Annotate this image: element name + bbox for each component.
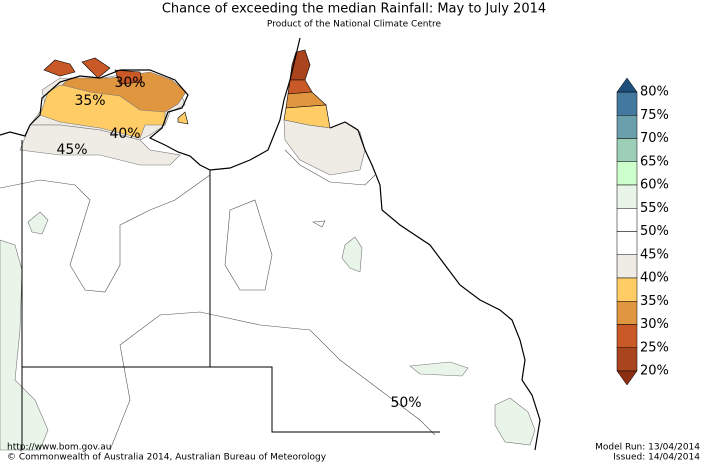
footer-model-run: Model Run: 13/04/2014 <box>595 443 700 453</box>
footer-copyright: © Commonwealth of Australia 2014, Austra… <box>7 453 327 463</box>
colorbar-swatch <box>616 115 638 139</box>
colorbar-label: 35% <box>640 294 669 309</box>
region-30 <box>61 71 187 113</box>
region-55 <box>0 239 49 451</box>
colorbar-arrow-top <box>616 77 638 93</box>
colorbar-label: 55% <box>640 201 669 216</box>
map <box>0 37 541 451</box>
colorbar-swatch <box>616 91 638 116</box>
footer-url: http://www.bom.gov.au <box>7 443 111 453</box>
map-labels: 30% 35% 40% 45% 50% <box>56 75 421 411</box>
region-25 <box>287 79 313 95</box>
colorbar-label: 75% <box>640 108 669 123</box>
colorbar-swatch <box>616 347 638 372</box>
colorbar-label: 50% <box>640 224 669 239</box>
colorbar-swatch <box>616 208 638 232</box>
isoline <box>224 199 273 291</box>
colorbar-swatch <box>616 231 638 255</box>
footer-issued: Issued: 14/04/2014 <box>613 453 700 463</box>
region-55 <box>341 236 363 273</box>
contour-label: 30% <box>114 75 145 91</box>
contour-label: 50% <box>390 395 421 411</box>
colorbar-swatch <box>616 138 638 162</box>
state-border <box>21 140 440 450</box>
colorbar-label: 65% <box>640 154 669 169</box>
subtitle: Product of the National Climate Centre <box>267 20 442 30</box>
colorbar-swatch <box>616 184 638 209</box>
coastline <box>0 37 541 451</box>
isoline <box>0 174 211 293</box>
colorbar-swatch <box>616 254 638 279</box>
colorbar: 80% 75% 70% 65% 60% 55% 50% 45% 40% 35% 30% 25% 20% <box>616 77 669 386</box>
colorbar-swatch <box>616 324 638 348</box>
title: Chance of exceeding the median Rainfall:… <box>162 2 546 17</box>
colorbar-swatch <box>616 277 638 302</box>
colorbar-label: 40% <box>640 271 669 286</box>
isoline <box>284 149 376 186</box>
colorbar-label: 45% <box>640 247 669 262</box>
region-55 <box>27 211 49 235</box>
colorbar-label: 20% <box>640 364 669 379</box>
colorbar-label: 80% <box>640 85 669 100</box>
contour-label: 40% <box>109 126 140 142</box>
colorbar-label: 60% <box>640 178 669 193</box>
isoline <box>109 311 436 451</box>
region-55 <box>409 361 469 377</box>
contour-label: 35% <box>74 93 105 109</box>
colorbar-swatch <box>616 301 638 325</box>
isoline <box>311 220 326 228</box>
region-25 <box>43 57 143 85</box>
region-45 <box>19 124 181 166</box>
contour-label: 45% <box>56 142 87 158</box>
region-55 <box>494 397 536 446</box>
colorbar-arrow-bottom <box>616 370 638 386</box>
colorbar-swatch <box>616 161 638 186</box>
colorbar-label: 70% <box>640 131 669 146</box>
colorbar-label: 30% <box>640 317 669 332</box>
colorbar-label: 25% <box>640 340 669 355</box>
region-40 <box>283 119 366 176</box>
island <box>177 111 189 125</box>
